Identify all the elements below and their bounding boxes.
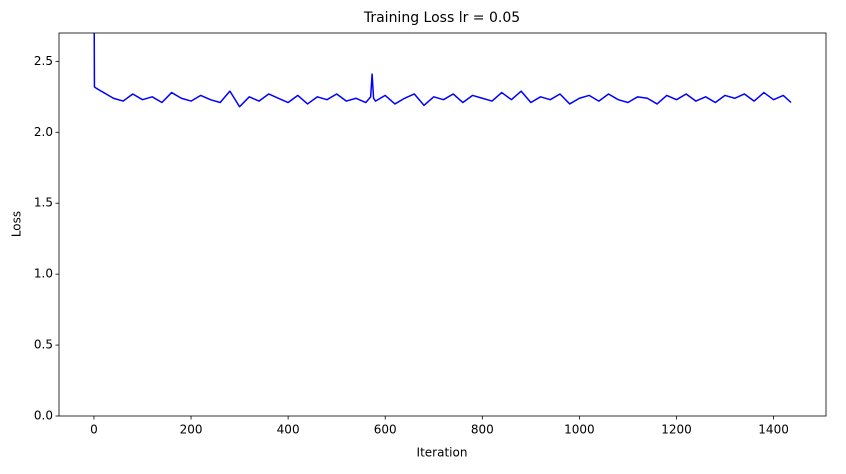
x-tick-label: 1400 xyxy=(758,423,789,437)
x-tick-label: 200 xyxy=(180,423,203,437)
x-tick-label: 800 xyxy=(471,423,494,437)
y-tick-label: 1.0 xyxy=(34,267,53,281)
x-tick-label: 0 xyxy=(90,423,98,437)
y-tick-label: 1.5 xyxy=(34,196,53,210)
loss-line xyxy=(93,33,792,108)
axes-frame xyxy=(58,32,827,417)
x-axis-label: Iteration xyxy=(417,446,468,460)
chart-title: Training Loss lr = 0.05 xyxy=(363,10,520,26)
x-tick-label: 400 xyxy=(277,423,300,437)
plot-area xyxy=(93,33,792,108)
y-tick-label: 2.5 xyxy=(34,54,53,68)
y-axis-label: Loss xyxy=(10,211,24,237)
y-tick-label: 2.0 xyxy=(34,125,53,139)
y-tick-label: 0.0 xyxy=(34,409,53,423)
y-tick-label: 0.5 xyxy=(34,338,53,352)
x-tick-label: 1200 xyxy=(661,423,692,437)
x-tick-label: 600 xyxy=(374,423,397,437)
x-tick-label: 1000 xyxy=(564,423,595,437)
